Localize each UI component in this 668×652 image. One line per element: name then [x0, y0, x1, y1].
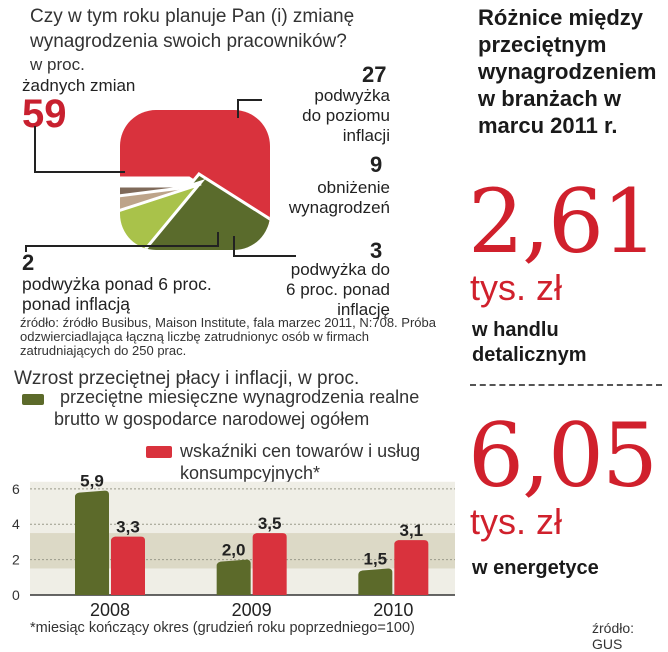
energy-wage-value: 6,05	[468, 404, 658, 507]
pie-value-no-change: 59	[22, 92, 67, 136]
bar-value-label-2008-0: 5,9	[80, 472, 104, 491]
xtick-2009: 2009	[232, 600, 272, 620]
divider	[470, 384, 662, 386]
bar-value-label-2010-0: 1,5	[364, 549, 388, 568]
survey-question: Czy w tym roku planuje Pan (i) zmianę wy…	[30, 6, 355, 52]
survey-source: źródło: źródło Busibus, Maison Institute…	[20, 315, 436, 358]
bar-chart-title: Wzrost przeciętnej płacy i inflacji, w p…	[14, 368, 360, 389]
ytick-3: 6	[12, 481, 20, 497]
bar-2008-series-0	[75, 490, 109, 595]
retail-wage-unit: tys. zł	[470, 267, 563, 308]
bar-value-label-2010-1: 3,1	[400, 521, 424, 540]
xtick-2010: 2010	[373, 600, 413, 620]
pie-slice-0	[120, 110, 270, 250]
pie-value-inflation-raise: 27	[362, 62, 387, 87]
legend-swatch-wages	[22, 394, 44, 405]
pie-value-raise-6: 3	[370, 238, 383, 263]
energy-wage-unit: tys. zł	[470, 501, 563, 542]
bar-chart: 0 2 4 6 5,9 3,3 2008 2,0 3,5 2009 1,5 3,1 2010	[12, 472, 455, 620]
leader-line-inflation-raise	[237, 99, 262, 118]
bar-2010-series-0	[358, 568, 393, 595]
pie-label-raise-6: podwyżka do 6 proc. ponad inflację	[286, 260, 390, 319]
bar-value-label-2008-1: 3,3	[116, 518, 140, 537]
pie-slice-4	[120, 184, 198, 208]
retail-sector-label: w handlu detalicznym	[472, 319, 587, 366]
pie-label-raise-over-6: podwyżka ponad 6 proc. ponad inflacją	[22, 274, 212, 314]
leader-line-raise-6	[233, 236, 296, 257]
bar-2010-series-1	[394, 540, 429, 595]
ytick-0: 0	[12, 587, 20, 603]
pie-slice-3	[120, 182, 202, 236]
energy-sector-label: w energetyce	[472, 557, 599, 579]
xtick-2008: 2008	[90, 600, 130, 620]
legend-label-wages: przeciętne miesięczne wynagrodzenia real…	[54, 387, 420, 429]
right-panel-title: Różnice między przeciętnym wynagrodzenie…	[478, 5, 657, 138]
survey-unit: w proc.	[30, 55, 85, 74]
bar-value-label-2009-0: 2,0	[222, 541, 246, 560]
bar-value-label-2009-1: 3,5	[258, 514, 282, 533]
leader-line-raise-over-6	[25, 232, 219, 252]
right-panel-source: źródło: GUS	[592, 620, 635, 652]
pie-value-raise-over-6: 2	[22, 250, 35, 275]
bar-chart-footnote: *miesiąc kończący okres (grudzień roku p…	[30, 620, 415, 636]
pie-value-salary-cut: 9	[370, 152, 383, 177]
bar-2008-series-1	[111, 536, 145, 595]
bar-2009-series-1	[252, 533, 287, 595]
pie-label-no-change: żadnych zmian	[22, 76, 136, 95]
bar-2009-series-0	[216, 559, 251, 595]
legend-label-prices: wskaźniki cen towarów i usług konsumpcyj…	[180, 441, 421, 483]
retail-wage-value: 2,61	[468, 170, 658, 273]
leader-line-no-change	[34, 126, 125, 173]
pie-label-inflation-raise: podwyżka do poziomu inflacji	[302, 86, 390, 145]
ytick-1: 2	[12, 552, 20, 568]
legend-swatch-prices	[146, 446, 172, 458]
ytick-2: 4	[12, 516, 20, 532]
pie-label-salary-cut: obniżenie wynagrodzeń	[288, 178, 390, 217]
